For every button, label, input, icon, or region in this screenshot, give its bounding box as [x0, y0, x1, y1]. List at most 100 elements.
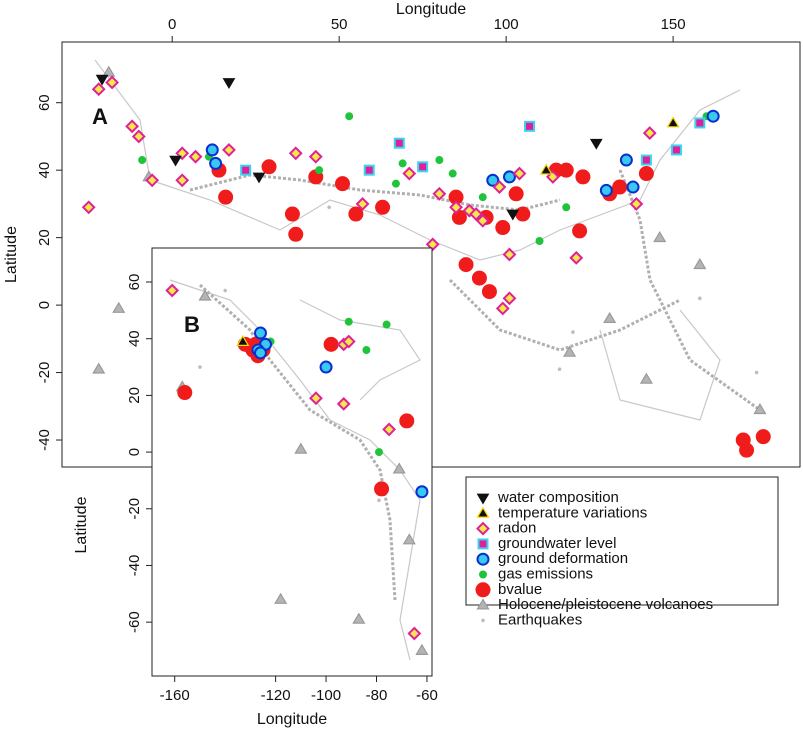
point	[323, 336, 339, 352]
point	[512, 166, 527, 181]
point	[309, 391, 323, 406]
point	[449, 200, 463, 215]
point	[539, 163, 553, 175]
point	[382, 320, 391, 329]
point	[755, 429, 771, 445]
point	[693, 257, 707, 270]
point	[169, 155, 182, 167]
point	[294, 442, 308, 454]
point	[253, 326, 267, 340]
point	[563, 345, 577, 357]
point	[175, 146, 190, 161]
point	[223, 288, 227, 293]
x-tick-label: -160	[160, 687, 190, 704]
x-axis-label: Longitude	[396, 1, 466, 18]
y-tick-label: 60	[126, 274, 143, 291]
point	[415, 643, 429, 655]
marker	[476, 493, 490, 505]
y-tick-label: 40	[36, 162, 53, 179]
point	[698, 296, 702, 301]
point	[603, 311, 617, 324]
point	[345, 112, 354, 121]
point	[348, 206, 364, 222]
point	[335, 176, 351, 192]
point	[451, 209, 467, 225]
point	[131, 129, 146, 144]
point	[435, 156, 444, 165]
point	[391, 179, 400, 188]
point	[670, 144, 682, 156]
y-axis-label: Latitude	[73, 496, 90, 553]
point	[374, 481, 390, 497]
y-tick-label: 0	[36, 301, 53, 309]
x-tick-label: 150	[661, 16, 686, 33]
map-outline	[169, 279, 421, 661]
y-tick-label: 60	[36, 94, 53, 111]
point	[469, 207, 483, 221]
x-tick-label: -120	[261, 687, 291, 704]
point	[222, 78, 236, 89]
point	[417, 161, 429, 173]
point	[138, 156, 147, 165]
point	[240, 164, 252, 176]
x-tick-label: 100	[494, 16, 519, 33]
legend-label: bvalue	[498, 581, 542, 598]
point	[629, 196, 644, 211]
marker	[475, 582, 491, 598]
point	[393, 137, 405, 149]
point	[524, 120, 536, 132]
point	[502, 170, 516, 184]
point	[753, 402, 767, 415]
legend-frame	[465, 476, 779, 606]
point	[336, 396, 351, 411]
point	[706, 109, 720, 123]
point	[105, 75, 120, 90]
legend-label: temperature variations	[498, 504, 647, 521]
point	[261, 159, 277, 175]
point	[375, 199, 391, 215]
y-tick-label: 20	[36, 229, 53, 246]
point	[415, 485, 429, 499]
x-tick-label: 50	[331, 16, 348, 33]
marker	[476, 506, 490, 518]
point	[492, 180, 507, 194]
point	[198, 289, 212, 301]
point	[92, 362, 106, 374]
marker	[479, 570, 487, 579]
point	[599, 183, 613, 197]
point	[458, 257, 474, 273]
legend-label: ground deformation	[498, 550, 628, 567]
point	[274, 592, 288, 604]
x-tick-label: -80	[366, 687, 388, 704]
point	[558, 162, 574, 178]
y-tick-label: -40	[36, 429, 53, 451]
y-tick-label: 20	[126, 387, 143, 404]
y-tick-label: -40	[126, 555, 143, 577]
legend-label: gas emissions	[498, 565, 593, 582]
point	[188, 149, 203, 164]
point	[102, 65, 116, 77]
point	[569, 250, 584, 265]
point	[462, 203, 477, 218]
point	[666, 116, 680, 128]
legend-label: water composition	[497, 489, 619, 506]
point	[653, 230, 667, 243]
point	[198, 365, 202, 369]
point	[402, 533, 416, 545]
point	[589, 138, 603, 150]
point	[478, 193, 487, 202]
point	[642, 126, 657, 140]
point	[319, 360, 333, 374]
y-tick-label: 0	[126, 448, 143, 456]
point	[112, 301, 126, 313]
point	[165, 283, 180, 298]
marker	[476, 521, 490, 536]
x-tick-label: -60	[416, 687, 438, 704]
point	[535, 237, 544, 246]
point	[355, 196, 370, 211]
point	[481, 284, 497, 300]
point	[508, 186, 524, 202]
point	[575, 169, 591, 185]
point	[495, 220, 511, 236]
